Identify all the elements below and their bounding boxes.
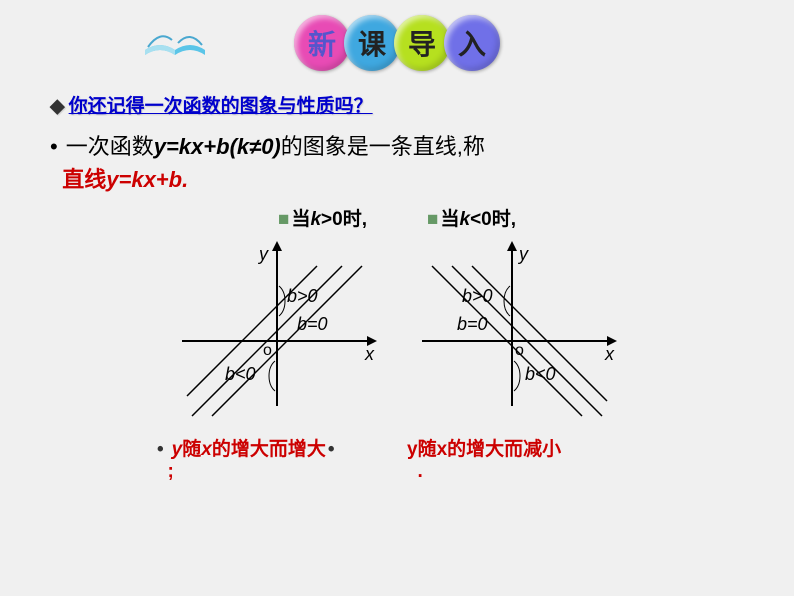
- x-label: x: [365, 344, 374, 365]
- cond: (k≠0): [230, 134, 281, 159]
- bullet-dot: •: [157, 439, 164, 460]
- y-label: y: [259, 244, 268, 265]
- book-icon: [140, 15, 210, 65]
- subtitle: ◆你还记得一次函数的图象与性质吗？: [50, 91, 794, 118]
- origin: o: [263, 342, 272, 360]
- formula1: y=kx+b: [154, 134, 230, 159]
- b-pos: b>0: [462, 286, 493, 307]
- title-char-1: 新: [308, 23, 336, 63]
- y-label: y: [519, 244, 528, 265]
- graph-right: y x o b>0 b=0 b<0: [407, 236, 627, 426]
- case-right: ■当k<0时,: [427, 204, 516, 231]
- title-char-4: 入: [458, 23, 486, 63]
- b-neg: b<0: [225, 364, 256, 385]
- bullet-dot: •: [50, 134, 58, 159]
- line2-red: 直线: [62, 167, 106, 192]
- diamond-icon: ◆: [50, 96, 65, 117]
- b-zero: b=0: [457, 314, 488, 335]
- title-circle-3: 导: [394, 15, 450, 71]
- case-left: ■当k>0时,: [278, 204, 367, 231]
- b-neg: b<0: [525, 364, 556, 385]
- text-mid: 的图象是一条直线,称: [281, 134, 485, 159]
- conclusions-row: •y随x的增大而增大• ; y随x的增大而减小 .: [0, 434, 794, 483]
- title-char-2: 课: [358, 23, 386, 63]
- b-zero: b=0: [297, 314, 328, 335]
- case-row: ■当k>0时, ■当k<0时,: [0, 204, 794, 231]
- origin: o: [515, 342, 524, 360]
- main-statement: • 一次函数y=kx+b(k≠0)的图象是一条直线,称 直线y=kx+b.: [50, 130, 794, 196]
- text-prefix: 一次函数: [66, 134, 154, 159]
- sq-icon: ■: [278, 209, 289, 230]
- conclusion-left: •y随x的增大而增大• ;: [157, 434, 387, 483]
- line2-formula: y=kx+b.: [106, 167, 188, 192]
- title-circle-2: 课: [344, 15, 400, 71]
- conclusion-right: y随x的增大而减小 .: [407, 434, 637, 483]
- title-circle-4: 入: [444, 15, 500, 71]
- sq-icon: ■: [427, 209, 438, 230]
- subtitle-text: 你还记得一次函数的图象与性质吗？: [69, 96, 373, 117]
- title-circle-1: 新: [294, 15, 350, 71]
- title-row: 新 课 导 入: [0, 0, 794, 71]
- title-char-3: 导: [408, 23, 436, 63]
- x-label: x: [605, 344, 614, 365]
- b-pos: b>0: [287, 286, 318, 307]
- graph-left: y x o b>0 b=0 b<0: [167, 236, 387, 426]
- graphs-row: y x o b>0 b=0 b<0 y x o b>0 b=0 b<0: [0, 236, 794, 426]
